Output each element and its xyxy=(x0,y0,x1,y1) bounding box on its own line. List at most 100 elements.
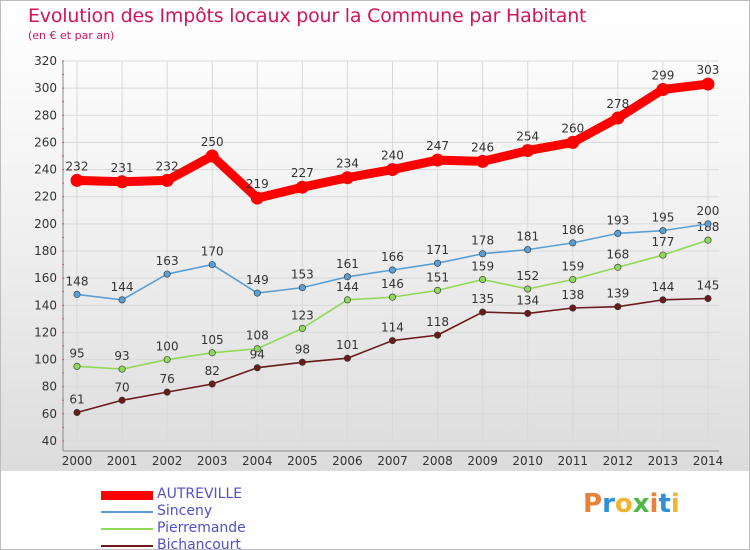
data-point-pierremande xyxy=(118,365,126,373)
data-point-pierremande xyxy=(298,324,306,332)
data-label-pierremande: 159 xyxy=(561,260,584,274)
data-label-bichancourt: 118 xyxy=(426,315,449,329)
data-point-autreville xyxy=(295,180,309,194)
data-point-bichancourt xyxy=(614,303,622,311)
x-tick-label: 2014 xyxy=(693,454,724,468)
data-point-pierremande xyxy=(614,263,622,271)
data-point-bichancourt xyxy=(659,296,667,304)
data-label-bichancourt: 94 xyxy=(250,348,265,362)
data-point-pierremande xyxy=(163,356,171,364)
y-tick-label: 180 xyxy=(34,244,57,258)
data-label-sinceny: 195 xyxy=(651,211,674,225)
brand-logo-letter: x xyxy=(632,489,650,519)
y-tick-label: 280 xyxy=(34,108,57,122)
data-label-autreville: 234 xyxy=(336,157,359,171)
data-point-bichancourt xyxy=(343,354,351,362)
y-tick-label: 140 xyxy=(34,298,57,312)
data-point-bichancourt xyxy=(163,388,171,396)
data-label-bichancourt: 61 xyxy=(69,393,84,407)
x-tick-label: 2002 xyxy=(152,454,183,468)
x-tick-label: 2005 xyxy=(287,454,318,468)
x-tick-label: 2004 xyxy=(242,454,273,468)
legend-swatch-pierremande xyxy=(101,528,153,530)
data-point-pierremande xyxy=(524,285,532,293)
data-point-sinceny xyxy=(73,290,81,298)
data-point-sinceny xyxy=(343,273,351,281)
data-point-sinceny xyxy=(479,250,487,258)
legend-label-pierremande: Pierremande xyxy=(157,520,246,536)
brand-logo-letter: r xyxy=(602,489,615,519)
data-label-autreville: 303 xyxy=(697,63,720,77)
data-point-pierremande xyxy=(479,275,487,283)
data-point-pierremande xyxy=(569,275,577,283)
data-label-pierremande: 108 xyxy=(246,329,269,343)
brand-logo: Proxiti xyxy=(583,489,680,519)
brand-logo-letter: o xyxy=(614,489,633,519)
data-label-pierremande: 93 xyxy=(114,349,129,363)
data-label-autreville: 232 xyxy=(156,159,179,173)
x-tick-label: 2007 xyxy=(377,454,408,468)
data-point-sinceny xyxy=(659,227,667,235)
data-point-autreville xyxy=(431,153,445,167)
data-point-autreville xyxy=(250,191,264,205)
data-label-bichancourt: 145 xyxy=(697,279,720,293)
data-label-pierremande: 151 xyxy=(426,270,449,284)
data-label-bichancourt: 76 xyxy=(159,372,174,386)
data-label-bichancourt: 82 xyxy=(205,364,220,378)
y-tick-label: 120 xyxy=(34,325,57,339)
data-point-autreville xyxy=(566,135,580,149)
y-tick-label: 320 xyxy=(34,54,57,68)
brand-logo-letter: i xyxy=(670,489,680,519)
x-tick-label: 2006 xyxy=(332,454,363,468)
data-point-bichancourt xyxy=(118,396,126,404)
data-point-bichancourt xyxy=(253,364,261,372)
data-point-sinceny xyxy=(118,296,126,304)
plot-background xyxy=(1,1,749,471)
data-label-pierremande: 95 xyxy=(69,346,84,360)
data-point-autreville xyxy=(701,77,715,91)
legend-label-autreville: AUTREVILLE xyxy=(157,486,243,502)
brand-logo-letter: P xyxy=(583,489,603,519)
data-label-bichancourt: 114 xyxy=(381,321,404,335)
data-label-autreville: 232 xyxy=(66,159,89,173)
data-label-sinceny: 148 xyxy=(66,274,89,288)
data-point-autreville xyxy=(340,171,354,185)
data-label-sinceny: 153 xyxy=(291,268,314,282)
data-point-bichancourt xyxy=(298,358,306,366)
y-tick-label: 60 xyxy=(42,407,57,421)
y-tick-label: 200 xyxy=(34,217,57,231)
legend-swatch-bichancourt xyxy=(101,545,153,547)
data-label-sinceny: 144 xyxy=(111,280,134,294)
data-label-sinceny: 170 xyxy=(201,245,224,259)
data-point-sinceny xyxy=(614,229,622,237)
data-label-bichancourt: 101 xyxy=(336,338,359,352)
data-label-bichancourt: 135 xyxy=(471,292,494,306)
data-point-autreville xyxy=(476,154,490,168)
y-tick-label: 80 xyxy=(42,380,57,394)
y-tick-label: 160 xyxy=(34,271,57,285)
data-label-sinceny: 163 xyxy=(156,254,179,268)
data-label-autreville: 227 xyxy=(291,166,314,180)
data-point-sinceny xyxy=(524,246,532,254)
data-label-pierremande: 123 xyxy=(291,308,314,322)
data-point-pierremande xyxy=(388,293,396,301)
chart-title: Evolution des Impôts locaux pour la Comm… xyxy=(28,5,587,27)
x-tick-label: 2003 xyxy=(197,454,228,468)
data-label-sinceny: 178 xyxy=(471,234,494,248)
data-label-autreville: 246 xyxy=(471,140,494,154)
legend-swatch-autreville xyxy=(101,490,153,500)
data-point-sinceny xyxy=(434,259,442,267)
data-label-bichancourt: 144 xyxy=(651,280,674,294)
data-point-autreville xyxy=(115,175,129,189)
data-label-bichancourt: 98 xyxy=(295,342,310,356)
data-point-autreville xyxy=(160,173,174,187)
data-label-sinceny: 193 xyxy=(606,213,629,227)
data-point-bichancourt xyxy=(388,337,396,345)
legend-label-bichancourt: Bichancourt xyxy=(157,537,241,550)
data-point-bichancourt xyxy=(479,308,487,316)
chart-subtitle: (en € et par an) xyxy=(28,29,115,42)
data-label-bichancourt: 134 xyxy=(516,293,539,307)
x-tick-label: 2012 xyxy=(603,454,634,468)
